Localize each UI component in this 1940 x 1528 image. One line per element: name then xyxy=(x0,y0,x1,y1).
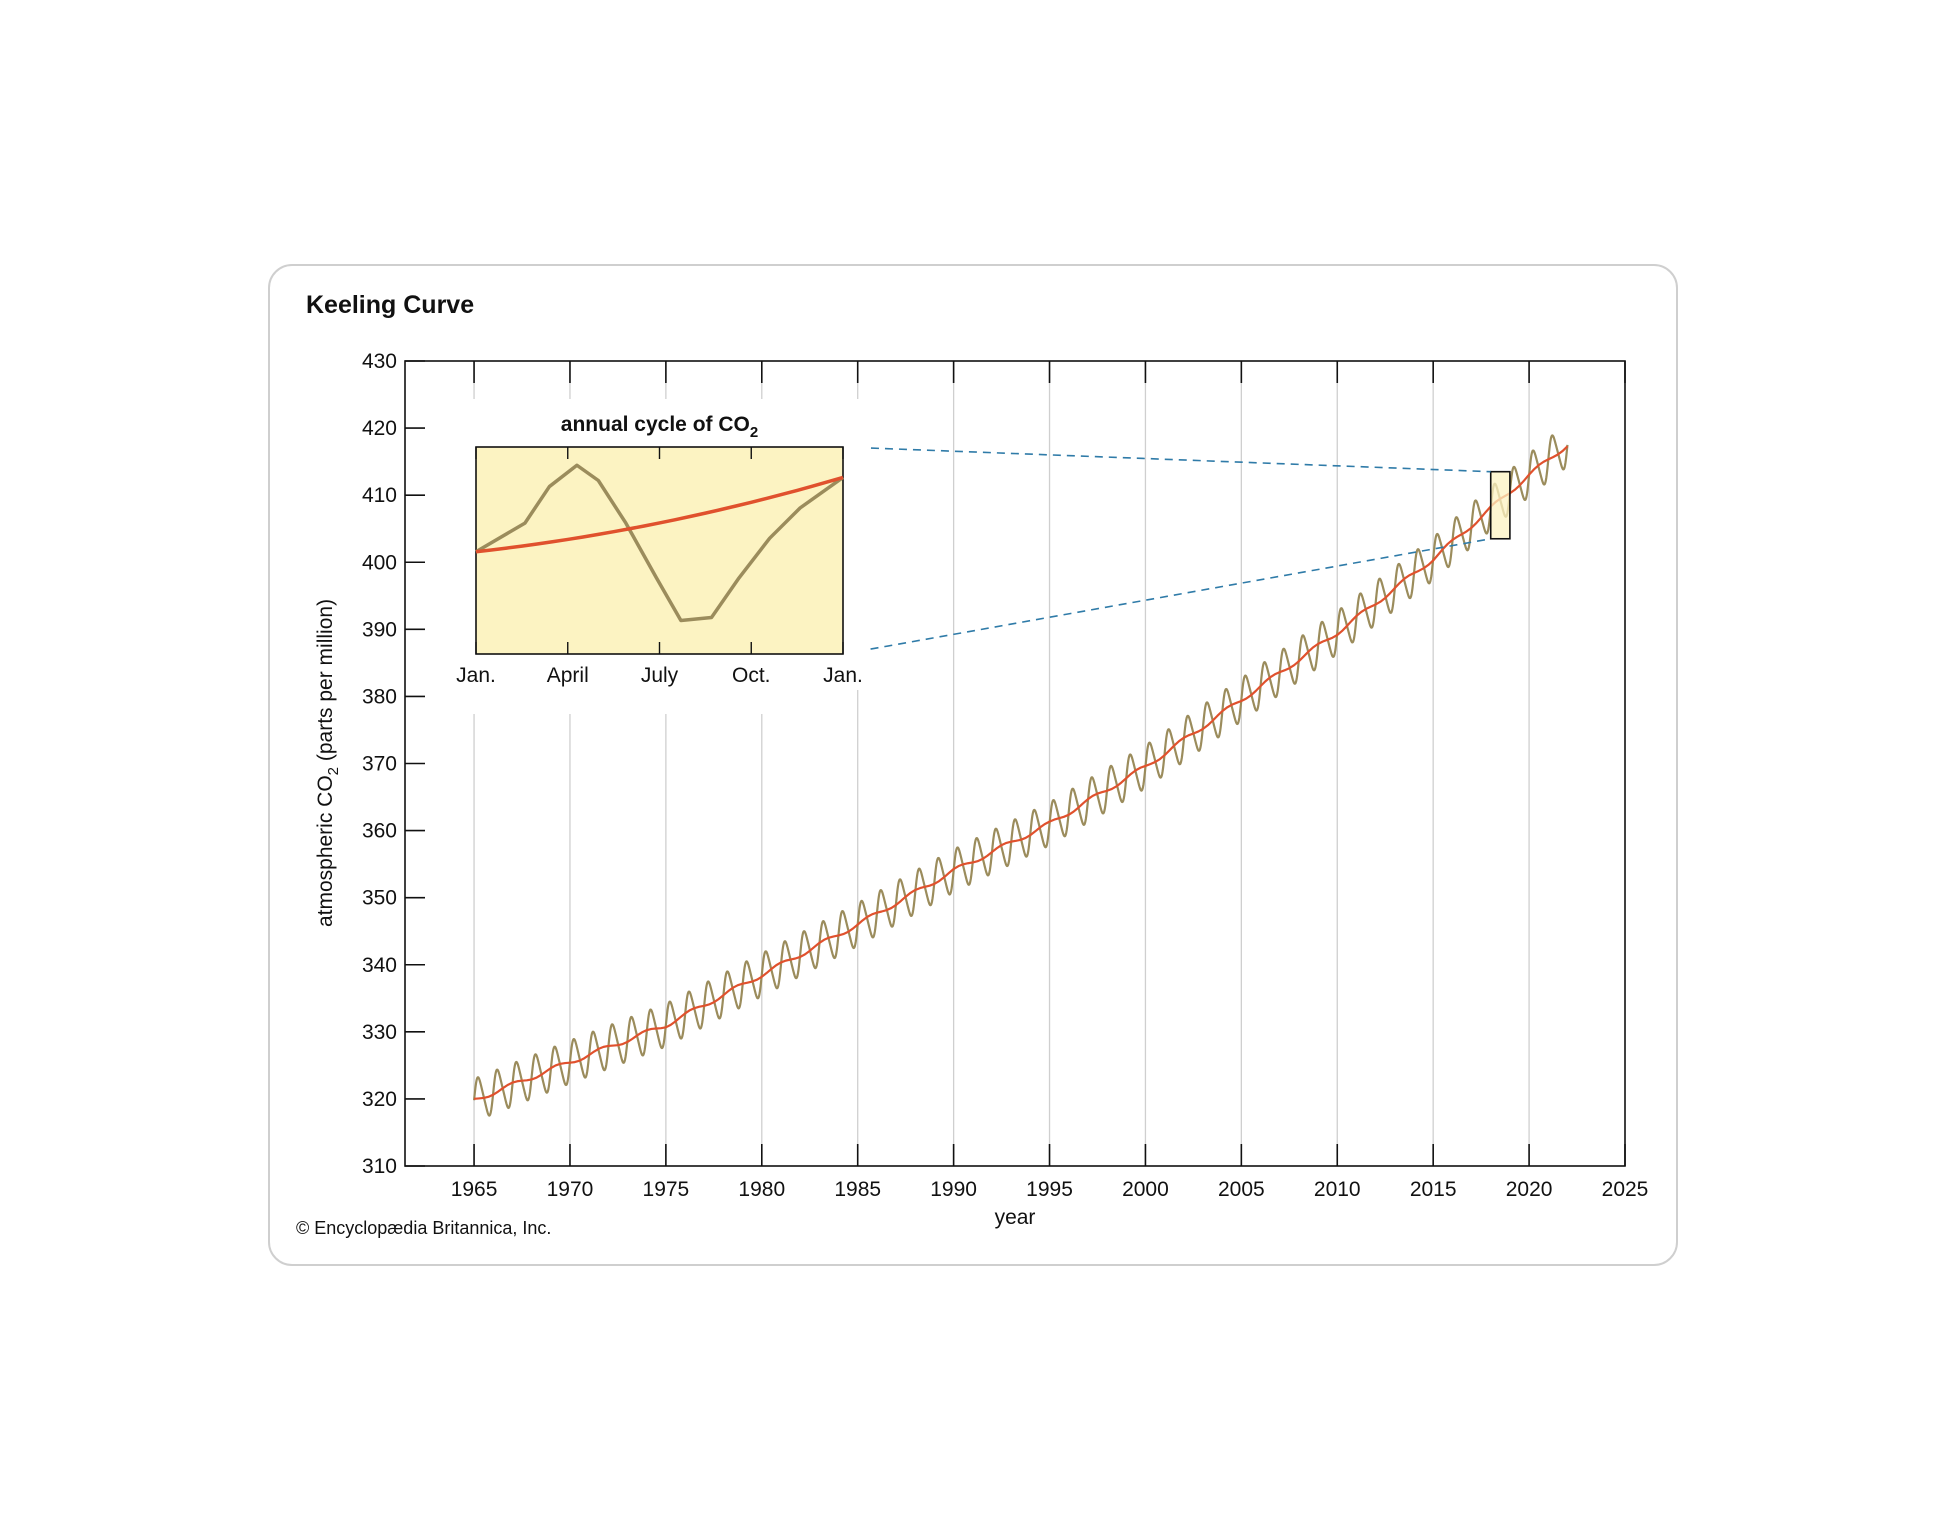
inset-title: annual cycle of CO2 xyxy=(561,413,758,441)
copyright-notice: © Encyclopædia Britannica, Inc. xyxy=(296,1218,551,1238)
x-tick-label: 1985 xyxy=(834,1178,881,1201)
y-tick-label: 420 xyxy=(362,417,397,440)
y-tick-label: 350 xyxy=(362,887,397,910)
y-tick-label: 380 xyxy=(362,685,397,708)
x-tick-label: 2000 xyxy=(1122,1178,1169,1201)
connector-line-top xyxy=(842,446,1491,473)
grid-lines xyxy=(473,361,1530,1166)
y-axis-label: atmospheric CO2 (parts per million) xyxy=(314,599,342,927)
chart-title: Keeling Curve xyxy=(306,291,474,319)
x-tick-label: 2025 xyxy=(1602,1178,1649,1201)
y-tick-label: 360 xyxy=(362,820,397,843)
axes: 1965 1970 1975 1980 1985 1990 1995 2000 2005 2010… xyxy=(362,350,1648,1201)
x-tick-label: 1990 xyxy=(930,1178,977,1201)
zoom-highlight-box xyxy=(1489,470,1511,540)
x-tick-label: 1975 xyxy=(643,1178,690,1201)
y-axis-label-main: atmospheric CO xyxy=(314,775,337,927)
y-axis-label-subscript: 2 xyxy=(325,767,342,775)
y-tick-label: 430 xyxy=(362,350,397,373)
x-tick-label: 1970 xyxy=(547,1178,594,1201)
x-tick-label: 1965 xyxy=(451,1178,498,1201)
inset-seasonal-line xyxy=(475,463,845,623)
connector-line-bottom xyxy=(842,537,1491,655)
y-tick-label: 320 xyxy=(362,1088,397,1111)
x-tick-label: 2005 xyxy=(1218,1178,1265,1201)
x-tick-label: 2015 xyxy=(1410,1178,1457,1201)
inset-chart: annual cycle of CO2 Jan. April July Oct. Jan. xyxy=(442,399,869,690)
inset-x-tick-label: Jan. xyxy=(456,664,496,687)
x-tick-label: 2020 xyxy=(1506,1178,1553,1201)
y-tick-label: 390 xyxy=(362,618,397,641)
inset-connectors xyxy=(842,446,1491,655)
y-tick-label: 310 xyxy=(362,1155,397,1178)
y-tick-label: 370 xyxy=(362,753,397,776)
inset-title-main: annual cycle of CO xyxy=(561,413,750,436)
y-tick-label: 410 xyxy=(362,484,397,507)
inset-title-subscript: 2 xyxy=(750,424,758,441)
inset-x-tick-label: July xyxy=(641,664,679,687)
inset-x-tick-label: April xyxy=(547,664,589,687)
x-axis-label: year xyxy=(995,1206,1036,1229)
y-tick-label: 400 xyxy=(362,551,397,574)
inset-x-tick-label: Oct. xyxy=(732,664,771,687)
trend-line xyxy=(473,445,1569,1100)
y-tick-label: 330 xyxy=(362,1021,397,1044)
x-tick-label: 2010 xyxy=(1314,1178,1361,1201)
x-tick-label: 1980 xyxy=(738,1178,785,1201)
inset-plot-area xyxy=(475,446,844,655)
inset-trend-line xyxy=(475,475,844,554)
x-tick-label: 1995 xyxy=(1026,1178,1073,1201)
y-tick-label: 340 xyxy=(362,954,397,977)
y-axis-label-suffix: (parts per million) xyxy=(314,599,337,767)
chart-card: Keeling Curve annual cycle of CO2 Jan. Apr… xyxy=(268,264,1678,1266)
plot-series xyxy=(472,434,1569,1117)
inset-x-tick-label: Jan. xyxy=(823,664,863,687)
